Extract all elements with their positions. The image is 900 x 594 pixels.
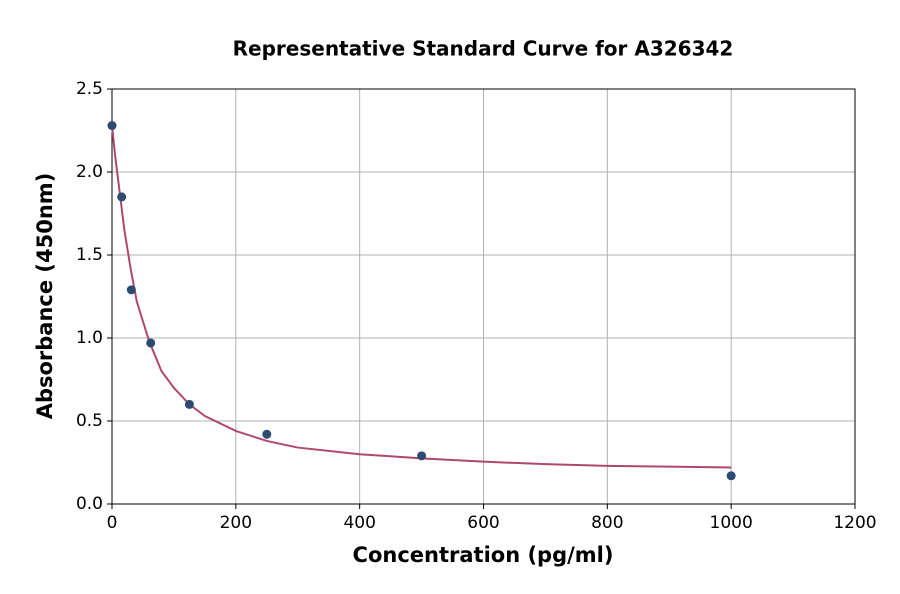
data-point bbox=[726, 471, 736, 481]
data-point bbox=[146, 338, 156, 348]
x-tick-label: 200 bbox=[220, 513, 252, 533]
y-tick-label: 1.0 bbox=[76, 328, 103, 348]
x-tick-label: 1000 bbox=[710, 513, 753, 533]
chart-title: Representative Standard Curve for A32634… bbox=[233, 37, 734, 61]
data-point bbox=[262, 429, 272, 439]
data-point bbox=[417, 451, 427, 461]
x-tick-label: 1200 bbox=[833, 513, 876, 533]
data-point bbox=[126, 285, 136, 295]
y-tick-label: 1.5 bbox=[76, 245, 103, 265]
fit-curve bbox=[111, 125, 732, 469]
x-tick-label: 800 bbox=[591, 513, 623, 533]
data-point bbox=[184, 399, 194, 409]
data-point bbox=[117, 192, 127, 202]
y-tick-label: 0.0 bbox=[76, 494, 103, 514]
y-tick-label: 0.5 bbox=[76, 411, 103, 431]
x-tick-label: 400 bbox=[343, 513, 375, 533]
y-tick-label: 2.5 bbox=[76, 79, 103, 99]
data-point bbox=[107, 121, 117, 131]
x-axis-label: Concentration (pg/ml) bbox=[353, 543, 614, 567]
y-tick-label: 2.0 bbox=[76, 162, 103, 182]
y-axis-label: Absorbance (450nm) bbox=[33, 173, 57, 420]
x-tick-label: 600 bbox=[467, 513, 499, 533]
x-tick-label: 0 bbox=[107, 513, 118, 533]
plot-frame bbox=[111, 88, 856, 505]
